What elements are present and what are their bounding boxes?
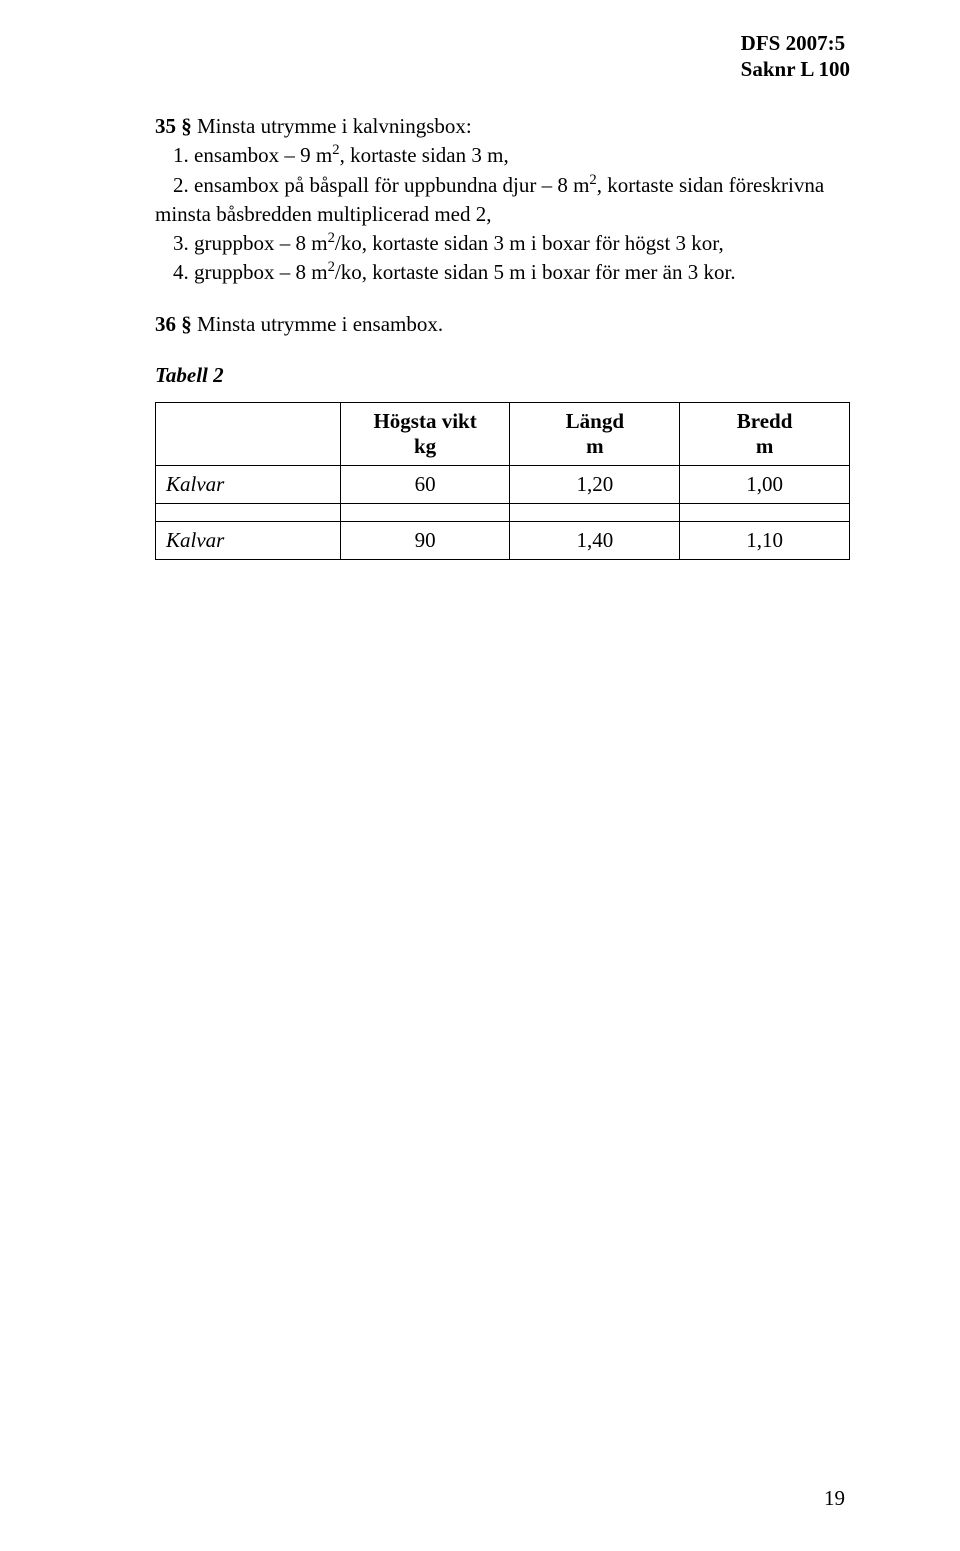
table-row: Kalvar 60 1,20 1,00	[156, 465, 850, 503]
table-caption: Tabell 2	[155, 363, 850, 388]
row-1-c3: 1,10	[680, 521, 850, 559]
item4-post: /ko, kortaste sidan 5 m i boxar för mer …	[335, 260, 736, 284]
item3-sup: 2	[328, 230, 335, 246]
col-header-3-l1: Bredd	[690, 409, 839, 434]
col-header-length: Längd m	[510, 402, 680, 465]
table-header-row: Högsta vikt kg Längd m Bredd m	[156, 402, 850, 465]
section-35-number: 35 §	[155, 114, 192, 138]
item3-post: /ko, kortaste sidan 3 m i boxar för högs…	[335, 231, 724, 255]
page-number: 19	[824, 1486, 845, 1511]
doc-header-line2: Saknr L 100	[741, 56, 850, 82]
table-spacer-row	[156, 503, 850, 521]
col-header-2-l2: m	[520, 434, 669, 459]
row-0-c2: 1,20	[510, 465, 680, 503]
row-1-c1: 90	[340, 521, 510, 559]
table-row: Kalvar 90 1,40 1,10	[156, 521, 850, 559]
col-header-width: Bredd m	[680, 402, 850, 465]
item1-pre: 1. ensambox – 9 m	[173, 143, 332, 167]
col-header-2-l1: Längd	[520, 409, 669, 434]
col-header-3-l2: m	[690, 434, 839, 459]
section-35: 35 § Minsta utrymme i kalvningsbox: 1. e…	[155, 113, 850, 286]
section-36: 36 § Minsta utrymme i ensambox.	[155, 312, 850, 337]
section-36-number: 36 §	[155, 312, 192, 336]
col-header-empty	[156, 402, 341, 465]
section-36-title: Minsta utrymme i ensambox.	[192, 312, 443, 336]
item4-pre: 4. gruppbox – 8 m	[173, 260, 328, 284]
col-header-1-l2: kg	[351, 434, 500, 459]
doc-header-line1: DFS 2007:5	[741, 30, 850, 56]
item2-pre: 2. ensambox på båspall för uppbundna dju…	[173, 173, 589, 197]
row-0-label: Kalvar	[156, 465, 341, 503]
item2-post: , kortaste sidan föreskrivna	[597, 173, 824, 197]
section-35-item-2: 2. ensambox på båspall för uppbundna dju…	[155, 172, 850, 198]
section-35-item-1: 1. ensambox – 9 m2, kortaste sidan 3 m,	[155, 142, 850, 168]
row-1-label: Kalvar	[156, 521, 341, 559]
item2-sup: 2	[589, 172, 596, 188]
row-0-c1: 60	[340, 465, 510, 503]
col-header-weight: Högsta vikt kg	[340, 402, 510, 465]
page: DFS 2007:5 Saknr L 100 35 § Minsta utrym…	[0, 0, 960, 1551]
row-1-c2: 1,40	[510, 521, 680, 559]
col-header-1-l1: Högsta vikt	[351, 409, 500, 434]
section-35-lead: 35 § Minsta utrymme i kalvningsbox:	[155, 113, 850, 139]
item1-post: , kortaste sidan 3 m,	[340, 143, 509, 167]
section-35-item-2-cont: minsta båsbredden multiplicerad med 2,	[155, 201, 850, 227]
section-35-title: Minsta utrymme i kalvningsbox:	[192, 114, 472, 138]
section-35-item-4: 4. gruppbox – 8 m2/ko, kortaste sidan 5 …	[155, 259, 850, 285]
item4-sup: 2	[328, 259, 335, 275]
item1-sup: 2	[332, 142, 339, 158]
row-0-c3: 1,00	[680, 465, 850, 503]
item3-pre: 3. gruppbox – 8 m	[173, 231, 328, 255]
doc-header: DFS 2007:5 Saknr L 100	[741, 30, 850, 83]
table-2: Högsta vikt kg Längd m Bredd m Kalvar 60…	[155, 402, 850, 560]
section-35-item-3: 3. gruppbox – 8 m2/ko, kortaste sidan 3 …	[155, 230, 850, 256]
